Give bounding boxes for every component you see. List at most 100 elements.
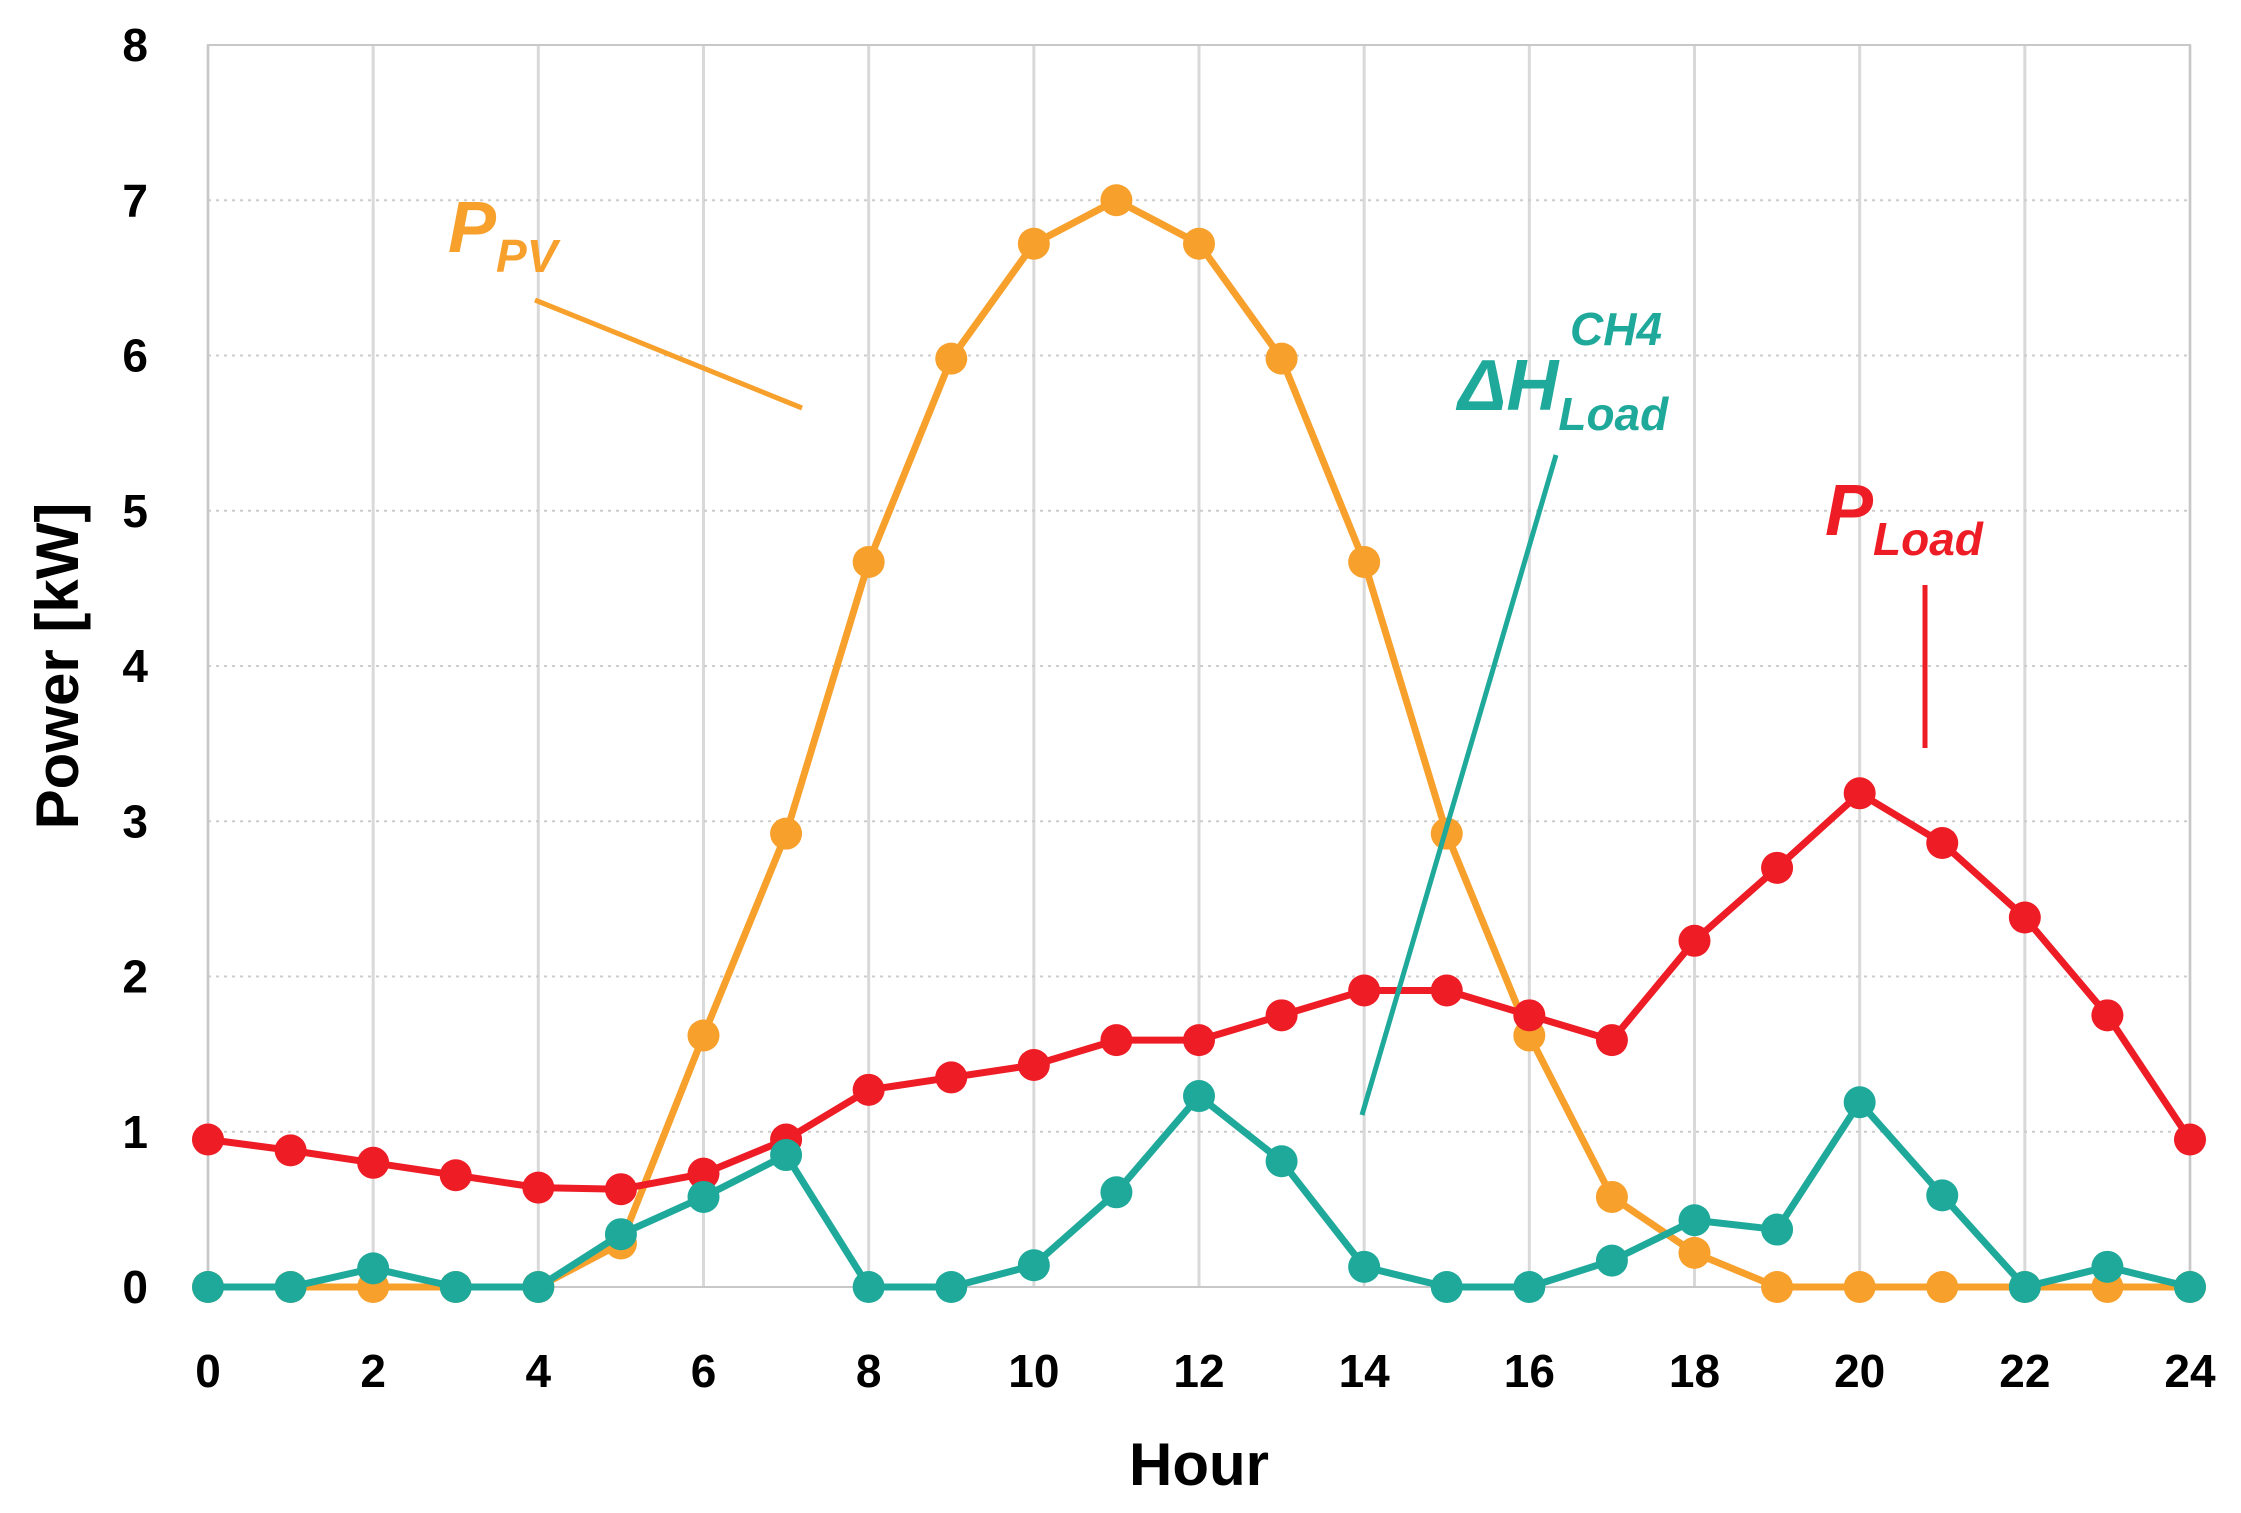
data-point <box>687 1157 720 1190</box>
data-point <box>1265 1145 1298 1178</box>
data-point <box>604 1173 637 1206</box>
data-point <box>1843 1086 1876 1119</box>
data-point <box>1265 342 1298 375</box>
data-point <box>1265 999 1298 1032</box>
x-tick-label: 24 <box>2164 1345 2216 1397</box>
data-point <box>357 1146 390 1179</box>
data-point <box>1017 1048 1050 1081</box>
data-point <box>439 1271 472 1303</box>
data-point <box>1183 227 1215 260</box>
data-point <box>1761 851 1794 884</box>
y-tick-label: 0 <box>122 1261 148 1313</box>
annotation-ch4-main: ΔH <box>1455 346 1560 426</box>
data-point <box>687 1180 720 1213</box>
x-tick-label: 20 <box>1834 1345 1885 1397</box>
data-point <box>935 1061 968 1094</box>
x-tick-label: 0 <box>195 1345 221 1397</box>
data-point <box>1678 1236 1711 1269</box>
annotations-layer: PPV CH4 ΔHLoad PLoad <box>448 188 1984 1116</box>
data-point <box>604 1218 637 1251</box>
data-point <box>1017 1249 1050 1282</box>
annotation-ch4-sub: Load <box>1558 388 1669 440</box>
data-point <box>1348 545 1381 578</box>
data-point <box>1595 1244 1628 1277</box>
x-tick-label: 6 <box>691 1345 717 1397</box>
x-tick-label: 14 <box>1339 1345 1391 1397</box>
data-point <box>852 545 885 578</box>
data-point <box>192 1271 224 1303</box>
x-tick-label: 22 <box>1999 1345 2050 1397</box>
data-point <box>1183 1080 1215 1113</box>
x-tick-label: 18 <box>1669 1345 1720 1397</box>
y-tick-label: 1 <box>122 1106 148 1158</box>
data-point <box>1926 1271 1959 1303</box>
data-point <box>852 1271 885 1303</box>
data-point <box>357 1252 390 1285</box>
data-point <box>1678 1204 1711 1237</box>
data-point <box>1761 1213 1794 1246</box>
annotation-pv-leader <box>534 297 803 411</box>
data-point <box>935 1271 968 1303</box>
data-point <box>2008 901 2041 934</box>
data-point <box>852 1073 885 1106</box>
data-point <box>1100 184 1133 217</box>
annotation-load-main: P <box>1825 471 1874 551</box>
annotation-load: PLoad <box>1825 471 1984 565</box>
data-point <box>2174 1271 2206 1303</box>
data-point <box>1843 777 1876 810</box>
data-point <box>1183 1024 1215 1057</box>
x-tick-label: 8 <box>856 1345 882 1397</box>
y-axis-title: Power [kW] <box>24 503 91 830</box>
data-point <box>1926 1179 1959 1212</box>
x-tick-label: 2 <box>360 1345 386 1397</box>
data-point <box>935 342 968 375</box>
data-point <box>687 1019 720 1052</box>
y-tick-label: 6 <box>122 330 148 382</box>
series--h-load-ch4 <box>192 1080 2206 1303</box>
annotation-ch4: ΔHLoad <box>1455 346 1669 440</box>
data-point <box>2091 999 2124 1032</box>
x-tick-label: 10 <box>1008 1345 1059 1397</box>
y-tick-label: 4 <box>122 640 148 692</box>
data-point <box>192 1123 224 1156</box>
x-tick-label: 4 <box>526 1345 552 1397</box>
data-point <box>1678 924 1711 957</box>
data-point <box>1017 227 1050 260</box>
data-point <box>1348 1250 1381 1283</box>
data-point <box>1843 1271 1876 1303</box>
data-point <box>2008 1271 2041 1303</box>
data-point <box>1595 1024 1628 1057</box>
x-tick-label: 16 <box>1504 1345 1555 1397</box>
data-point <box>770 1139 803 1172</box>
data-point <box>1100 1024 1133 1057</box>
data-point <box>439 1159 472 1192</box>
data-point <box>274 1134 307 1167</box>
x-tick-labels: 0 2 4 6 8 10 12 14 16 18 20 22 24 <box>195 1345 2216 1397</box>
y-tick-label: 2 <box>122 951 148 1003</box>
data-point <box>1595 1180 1628 1213</box>
annotation-ch4-leader <box>1359 454 1559 1116</box>
data-point <box>522 1271 555 1303</box>
y-tick-label: 3 <box>122 795 148 847</box>
data-point <box>1513 999 1546 1032</box>
y-tick-labels: 0 1 2 3 4 5 6 7 8 <box>122 19 148 1313</box>
data-point <box>1100 1176 1133 1209</box>
y-tick-label: 7 <box>122 174 148 226</box>
data-point <box>1348 974 1381 1007</box>
data-point <box>1430 974 1463 1007</box>
data-point <box>274 1271 307 1303</box>
x-axis-title: Hour <box>1129 1431 1269 1498</box>
x-tick-label: 12 <box>1173 1345 1224 1397</box>
data-point <box>1761 1271 1794 1303</box>
annotation-pv-sub: PV <box>496 230 561 282</box>
series-p-load <box>192 777 2206 1206</box>
data-point <box>1430 1271 1463 1303</box>
data-point <box>522 1171 555 1204</box>
data-point <box>1513 1271 1546 1303</box>
y-tick-label: 8 <box>122 19 148 71</box>
plot-frame <box>207 44 2191 1288</box>
data-point <box>2174 1123 2206 1156</box>
annotation-pv: PPV <box>448 188 561 282</box>
data-point <box>1926 826 1959 859</box>
